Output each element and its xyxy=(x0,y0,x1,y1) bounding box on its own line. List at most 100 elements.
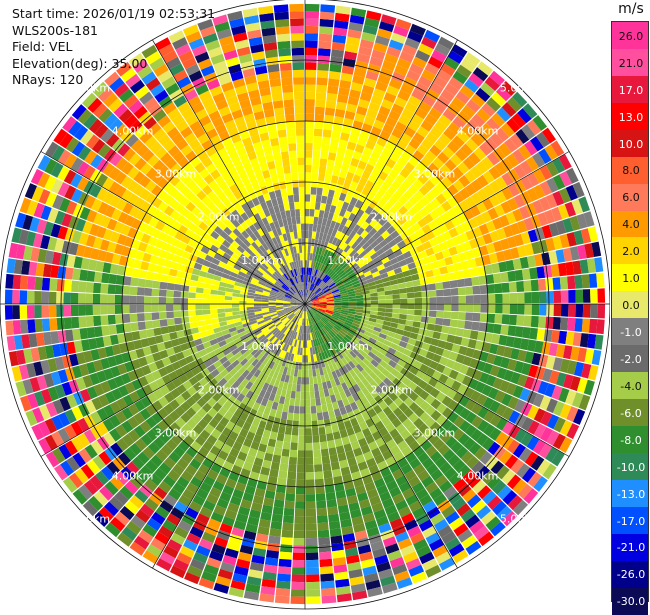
velocity-bin xyxy=(273,507,284,515)
velocity-bin xyxy=(305,99,315,107)
velocity-bin xyxy=(330,417,337,426)
velocity-bin xyxy=(289,457,297,465)
velocity-bin xyxy=(305,194,310,201)
velocity-bin xyxy=(306,589,320,597)
velocity-bin xyxy=(451,288,459,296)
velocity-bin xyxy=(107,295,115,305)
velocity-bin xyxy=(303,348,306,355)
velocity-bin xyxy=(315,107,325,115)
velocity-bin xyxy=(159,312,167,319)
velocity-bin xyxy=(144,296,152,304)
velocity-bin xyxy=(305,48,317,56)
velocity-bin xyxy=(575,318,583,332)
velocity-bin xyxy=(305,158,312,166)
velocity-bin xyxy=(493,324,502,334)
velocity-bin xyxy=(298,443,305,451)
velocity-bin xyxy=(583,304,591,318)
velocity-bin xyxy=(458,287,466,295)
velocity-bin xyxy=(130,314,138,323)
velocity-bin xyxy=(293,376,298,384)
velocity-bin xyxy=(443,311,451,318)
velocity-bin xyxy=(297,224,301,232)
velocity-bin xyxy=(473,295,481,304)
velocity-bin xyxy=(393,299,401,304)
velocity-bin xyxy=(538,316,546,328)
velocity-bin xyxy=(145,280,153,288)
velocity-bin xyxy=(225,304,232,308)
velocity-bin xyxy=(356,307,364,310)
velocity-bin xyxy=(72,268,81,280)
velocity-bin xyxy=(294,202,299,210)
velocity-bin xyxy=(464,321,472,330)
velocity-bin xyxy=(281,537,293,545)
velocity-bin xyxy=(271,86,282,95)
velocity-bin xyxy=(315,486,325,494)
velocity-bin xyxy=(284,501,294,509)
velocity-bin xyxy=(138,322,146,331)
velocity-bin xyxy=(378,308,386,312)
velocity-bin xyxy=(271,424,279,433)
velocity-bin xyxy=(294,99,304,107)
velocity-bin xyxy=(545,317,553,329)
velocity-bin xyxy=(420,278,428,285)
velocity-bin xyxy=(441,326,449,334)
velocity-bin xyxy=(305,399,310,407)
velocity-bin xyxy=(71,293,79,304)
velocity-bin xyxy=(306,465,314,473)
velocity-bin xyxy=(288,143,296,151)
velocity-bin xyxy=(322,456,331,464)
velocity-bin xyxy=(597,288,605,303)
velocity-bin xyxy=(137,305,145,313)
velocity-bin xyxy=(12,305,20,319)
velocity-bin xyxy=(300,406,305,413)
velocity-bin xyxy=(284,203,290,211)
velocity-bin xyxy=(173,305,181,311)
velocity-bin xyxy=(305,209,310,217)
velocity-bin xyxy=(429,297,437,303)
velocity-bin xyxy=(217,295,225,300)
velocity-bin xyxy=(181,311,189,317)
velocity-bin xyxy=(418,272,427,279)
velocity-bin xyxy=(293,553,305,561)
velocity-bin xyxy=(471,322,479,331)
velocity-bin xyxy=(129,296,137,305)
velocity-bin xyxy=(391,318,399,324)
velocity-bin xyxy=(218,291,226,296)
range-ring-label: 4.00km xyxy=(112,125,154,138)
velocity-bin xyxy=(152,289,160,297)
velocity-bin xyxy=(305,165,312,173)
velocity-bin xyxy=(101,326,110,337)
velocity-bin xyxy=(297,472,306,480)
velocity-bin xyxy=(524,304,532,315)
velocity-bin xyxy=(94,272,103,283)
velocity-bin xyxy=(310,384,315,392)
velocity-bin xyxy=(159,297,167,304)
velocity-bin xyxy=(225,296,233,300)
velocity-bin xyxy=(301,384,305,391)
velocity-bin xyxy=(20,275,28,289)
velocity-bin xyxy=(407,309,415,315)
velocity-bin xyxy=(287,472,296,480)
velocity-bin xyxy=(378,300,385,304)
velocity-bin xyxy=(326,167,334,175)
velocity-bin xyxy=(153,328,162,337)
velocity-bin xyxy=(323,411,330,419)
velocity-bin xyxy=(65,330,74,342)
velocity-bin xyxy=(495,304,503,314)
velocity-bin xyxy=(385,290,393,295)
velocity-bin xyxy=(568,304,576,317)
range-ring-label: 3.00km xyxy=(155,426,197,439)
velocity-bin xyxy=(56,292,64,304)
velocity-bin xyxy=(225,292,233,297)
velocity-bin xyxy=(310,399,315,407)
velocity-bin xyxy=(405,320,413,326)
velocity-bin xyxy=(441,274,450,282)
velocity-bin xyxy=(297,158,304,166)
velocity-bin xyxy=(321,588,336,596)
velocity-bin xyxy=(144,288,152,296)
velocity-bin xyxy=(342,302,349,304)
velocity-bin xyxy=(463,329,472,338)
velocity-bin xyxy=(93,305,101,315)
velocity-bin xyxy=(27,319,35,333)
velocity-bin xyxy=(188,292,196,298)
